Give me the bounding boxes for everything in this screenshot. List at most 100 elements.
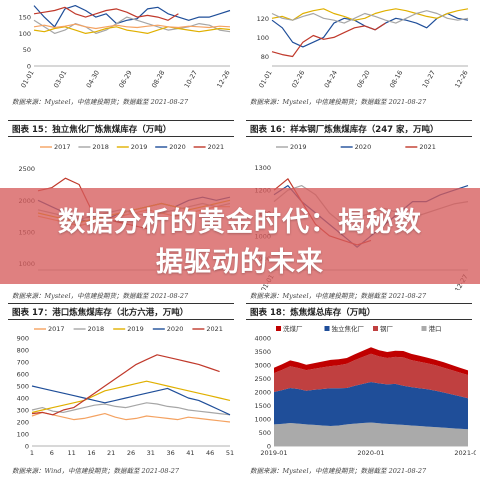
y-tick-label: 900 <box>17 335 29 343</box>
headline-banner: 数据分析的黄金时代：揭秘数 据驱动的未来 <box>0 188 480 284</box>
legend-label: 2018 <box>92 143 109 151</box>
line-series-2021 <box>271 22 386 58</box>
x-tick-label: 21 <box>107 449 115 457</box>
y-tick-label: 0 <box>27 63 31 71</box>
x-tick-label: 10-27 <box>183 69 199 89</box>
line-series-2019 <box>31 380 231 413</box>
legend-label: 2017 <box>48 325 65 333</box>
y-tick-label: 600 <box>17 371 29 379</box>
x-tick-label: 12-26 <box>453 69 469 89</box>
y-tick-label: 700 <box>17 359 29 367</box>
x-tick-label: 36 <box>166 449 174 457</box>
legend-label: 2019 <box>127 325 144 333</box>
title-rule-bottom-left <box>8 303 234 304</box>
y-tick-label: 150 <box>19 14 31 22</box>
y-tick-label: 80 <box>261 53 269 61</box>
chart-source-top-left: 数据来源：Mysteel，中信建投期货；数据截至 2021-08-27 <box>12 98 189 106</box>
y-tick-label: 200 <box>17 419 29 427</box>
legend-label: 2017 <box>54 143 71 151</box>
x-tick-label: 41 <box>186 449 194 457</box>
y-tick-label: 3500 <box>254 348 271 356</box>
y-tick-label: 0 <box>25 443 29 451</box>
legend-label: 2018 <box>88 325 105 333</box>
x-tick-label: 04-30 <box>85 69 101 89</box>
x-tick-label: 2021-01 <box>454 449 476 457</box>
title-rule-bottom-left-bottom <box>8 319 234 320</box>
legend-label: 独立焦化厂 <box>332 324 365 333</box>
line-series-2018 <box>31 402 231 416</box>
y-tick-label: 1500 <box>254 402 271 410</box>
chart-panel-top-right: 80 100 120 01-01 02-26 04-24 06-20 08-16 10-27 12… <box>244 0 476 110</box>
x-tick-label: 06-20 <box>355 69 371 89</box>
y-tick-label: 1000 <box>254 416 271 424</box>
y-tick-label: 1300 <box>254 164 271 172</box>
y-tick-label: 100 <box>257 34 269 42</box>
y-tick-label: 50 <box>23 46 31 54</box>
chart-title-bottom-right: 图表 18：炼焦煤总库存（万吨） <box>250 308 376 318</box>
y-tick-label: 300 <box>17 407 29 415</box>
chart-source-bottom-right: 数据来源：Mysteel，中信建投期货；数据截至 2021-08-27 <box>250 467 427 475</box>
line-series-2021 <box>31 354 220 416</box>
line-series-2017 <box>33 23 231 30</box>
headline-line-1: 数据分析的黄金时代：揭秘数 <box>58 207 422 238</box>
chart-top-right: 80 100 120 01-01 02-26 04-24 06-20 08-16 10-27 12… <box>257 8 470 89</box>
chart-panel-bottom-left: 0 100 200 300 400 500 600 700 800 900 1 6 11 16 21 26 31… <box>6 322 238 462</box>
y-tick-label: 500 <box>17 383 29 391</box>
y-tick-label: 400 <box>17 395 29 403</box>
legend-label: 2020 <box>167 325 184 333</box>
chart-bottom-right: 0 500 1000 1500 2000 2500 3000 3500 4000 2019-01 2… <box>254 324 480 457</box>
title-rule-mid-right-bottom <box>246 136 472 137</box>
chart-source-top-right: 数据来源：Mysteel，中信建投期货；数据截至 2021-08-27 <box>250 98 427 106</box>
legend-label: 洗煤厂 <box>283 324 303 333</box>
x-tick-label: 02-26 <box>290 69 306 89</box>
chart-source-mid-right: 数据来源：Mysteel，中信建投期货；数据截至 2021-08-27 <box>250 292 427 300</box>
legend-label: 2020 <box>169 143 186 151</box>
x-tick-label: 6 <box>50 449 54 457</box>
y-tick-label: 120 <box>257 15 269 23</box>
legend-swatch <box>373 326 378 331</box>
title-rule-mid-left <box>8 120 234 121</box>
legend-swatch <box>421 326 427 331</box>
line-series-2018 <box>271 10 469 24</box>
legend-label: 2021 <box>206 325 223 333</box>
title-rule-mid-right <box>246 120 472 121</box>
x-tick-label: 03-01 <box>52 69 68 89</box>
line-series-2018 <box>33 16 231 35</box>
x-tick-label: 26 <box>127 449 135 457</box>
legend-label: 2020 <box>355 143 372 151</box>
x-tick-label: 08-28 <box>150 69 166 89</box>
title-rule-bottom-right <box>246 303 472 304</box>
chart-source-mid-left: 数据来源：Mysteel，中信建投期货；数据截至 2021-08-27 <box>12 292 189 300</box>
chart-panel-top-left: 0 50 100 150 01-01 03-01 04-30 06-29 08-28 10-27 1… <box>6 0 238 110</box>
y-tick-label: 4000 <box>254 335 271 343</box>
x-tick-label: 01-01 <box>19 69 35 89</box>
x-tick-label: 11 <box>67 449 75 457</box>
x-tick-label: 10-27 <box>421 69 437 89</box>
legend-label: 港口 <box>429 324 442 333</box>
chart-top-left: 0 50 100 150 01-01 03-01 04-30 06-29 08-28 10-27 1… <box>19 4 232 89</box>
y-tick-label: 0 <box>267 443 271 451</box>
line-series-2021 <box>33 6 179 21</box>
y-tick-label: 100 <box>19 30 31 38</box>
x-tick-label: 04-24 <box>323 69 339 89</box>
y-tick-label: 2500 <box>254 375 271 383</box>
area-series-独立焦化厂 <box>274 382 468 430</box>
x-tick-label: 01-01 <box>257 69 273 89</box>
x-tick-label: 1 <box>30 449 34 457</box>
chart-title-bottom-left: 图表 17：港口炼焦煤库存（北方六港，万吨） <box>12 308 189 318</box>
line-series-2019 <box>33 26 231 35</box>
line-series-2020 <box>271 12 469 48</box>
x-tick-label: 51 <box>226 449 234 457</box>
legend-label: 2019 <box>290 143 307 151</box>
title-rule-bottom-right-bottom <box>246 319 472 320</box>
chart-title-mid-right: 图表 16：样本钢厂炼焦煤库存（247 家，万吨） <box>250 125 439 135</box>
y-tick-label: 2000 <box>254 389 271 397</box>
legend-label: 2019 <box>131 143 148 151</box>
legend-label: 钢厂 <box>380 325 394 333</box>
chart-source-bottom-left: 数据来源：Wind，中信建投期货；数据截至 2021-08-27 <box>12 467 180 475</box>
x-tick-label: 16 <box>87 449 95 457</box>
x-tick-label: 31 <box>147 449 155 457</box>
x-tick-label: 2020-01 <box>357 449 384 457</box>
legend-label: 2021 <box>419 143 436 151</box>
y-tick-label: 100 <box>17 431 29 439</box>
